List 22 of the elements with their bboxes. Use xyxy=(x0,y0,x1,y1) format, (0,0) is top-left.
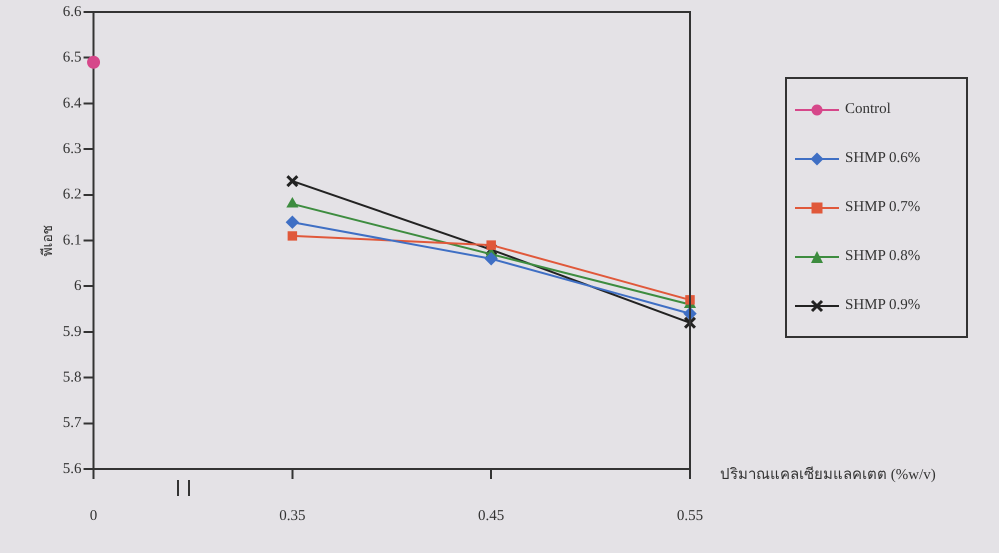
legend-label: SHMP 0.8% xyxy=(845,248,920,265)
y-tick-label: 6.1 xyxy=(62,232,82,248)
y-tick-label: 6 xyxy=(74,278,82,294)
x-axis-title: ปริมาณแคลเซียมแลคเตต (%w/v) xyxy=(720,465,936,485)
y-tick-label: 6.2 xyxy=(62,186,82,203)
y-tick-label: 5.6 xyxy=(62,460,82,477)
y-tick-label: 6.4 xyxy=(62,95,82,112)
y-tick-label: 6.5 xyxy=(62,50,82,66)
y-axis-title: พีเอช xyxy=(40,224,56,256)
x-tick-label: 0.45 xyxy=(478,508,504,524)
legend-label: Control xyxy=(845,101,891,118)
y-tick-label: 6.6 xyxy=(62,4,82,20)
y-tick-label: 6.3 xyxy=(62,141,82,158)
legend-label: SHMP 0.6% xyxy=(845,150,920,167)
y-tick-label: 5.8 xyxy=(62,370,82,386)
y-tick-label: 5.9 xyxy=(62,324,82,340)
legend-label: SHMP 0.9% xyxy=(845,297,920,314)
y-tick-label: 5.7 xyxy=(62,415,82,432)
x-tick-label: 0 xyxy=(90,508,98,524)
legend-label: SHMP 0.7% xyxy=(845,199,920,216)
x-tick-label: 0.55 xyxy=(676,508,704,524)
x-tick-label: 0.35 xyxy=(279,508,306,524)
